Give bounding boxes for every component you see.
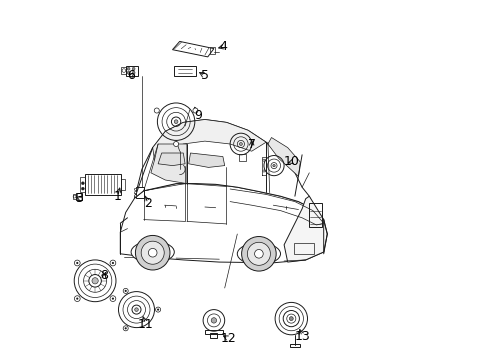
Ellipse shape [131, 241, 174, 263]
Circle shape [110, 260, 116, 266]
Circle shape [148, 248, 157, 257]
Circle shape [112, 297, 114, 300]
Circle shape [110, 296, 116, 301]
Bar [294, 243, 313, 254]
Circle shape [92, 278, 98, 284]
Circle shape [135, 235, 170, 270]
Polygon shape [134, 120, 312, 209]
Circle shape [174, 120, 178, 123]
Text: 2: 2 [144, 197, 152, 210]
Text: 3: 3 [75, 192, 82, 204]
Circle shape [211, 318, 216, 323]
Bar [73, 194, 77, 199]
Bar [85, 174, 121, 195]
Circle shape [247, 242, 270, 265]
Bar [80, 177, 85, 192]
Circle shape [76, 262, 78, 264]
Polygon shape [152, 120, 265, 160]
Polygon shape [158, 153, 185, 166]
Text: 6: 6 [127, 69, 135, 82]
Circle shape [239, 143, 242, 145]
Circle shape [141, 241, 164, 264]
Text: 11: 11 [137, 318, 153, 330]
Bar [289, 344, 300, 347]
Circle shape [157, 309, 159, 311]
Polygon shape [267, 138, 300, 176]
Text: 10: 10 [283, 156, 299, 168]
Bar [210, 47, 214, 54]
Circle shape [134, 188, 136, 190]
Circle shape [134, 195, 136, 197]
Circle shape [124, 290, 126, 292]
Circle shape [127, 71, 130, 74]
Bar [136, 187, 143, 198]
Circle shape [127, 67, 130, 70]
Circle shape [241, 237, 276, 271]
Bar [309, 203, 321, 227]
Circle shape [81, 187, 84, 190]
Text: 12: 12 [220, 332, 236, 345]
Circle shape [112, 262, 114, 264]
Circle shape [272, 165, 275, 167]
Circle shape [192, 108, 198, 113]
Circle shape [123, 326, 128, 331]
Bar [121, 67, 126, 74]
Circle shape [155, 307, 160, 312]
Circle shape [254, 249, 263, 258]
Text: 5: 5 [201, 69, 208, 82]
Bar [125, 66, 138, 76]
Circle shape [74, 260, 80, 266]
Polygon shape [284, 196, 323, 262]
Bar [174, 66, 196, 76]
Bar [121, 179, 125, 190]
Bar [210, 333, 217, 338]
Circle shape [173, 141, 178, 147]
Text: 13: 13 [294, 330, 309, 343]
Polygon shape [188, 153, 224, 167]
Circle shape [154, 108, 159, 113]
Circle shape [74, 296, 80, 301]
Circle shape [81, 182, 84, 185]
Text: 1: 1 [114, 190, 122, 203]
Polygon shape [172, 41, 213, 57]
Text: 8: 8 [100, 269, 108, 282]
Ellipse shape [237, 243, 280, 265]
Polygon shape [120, 184, 326, 263]
Circle shape [289, 317, 293, 320]
Text: 7: 7 [247, 138, 255, 150]
Circle shape [132, 67, 135, 70]
Circle shape [76, 297, 78, 300]
Polygon shape [151, 144, 186, 184]
Bar [239, 154, 246, 161]
Text: 4: 4 [219, 40, 226, 53]
Text: 9: 9 [193, 109, 201, 122]
Bar [76, 193, 82, 200]
Circle shape [124, 327, 126, 329]
Bar [204, 330, 223, 334]
Circle shape [134, 308, 138, 311]
Circle shape [123, 288, 128, 293]
Circle shape [134, 192, 136, 194]
Circle shape [132, 71, 135, 74]
